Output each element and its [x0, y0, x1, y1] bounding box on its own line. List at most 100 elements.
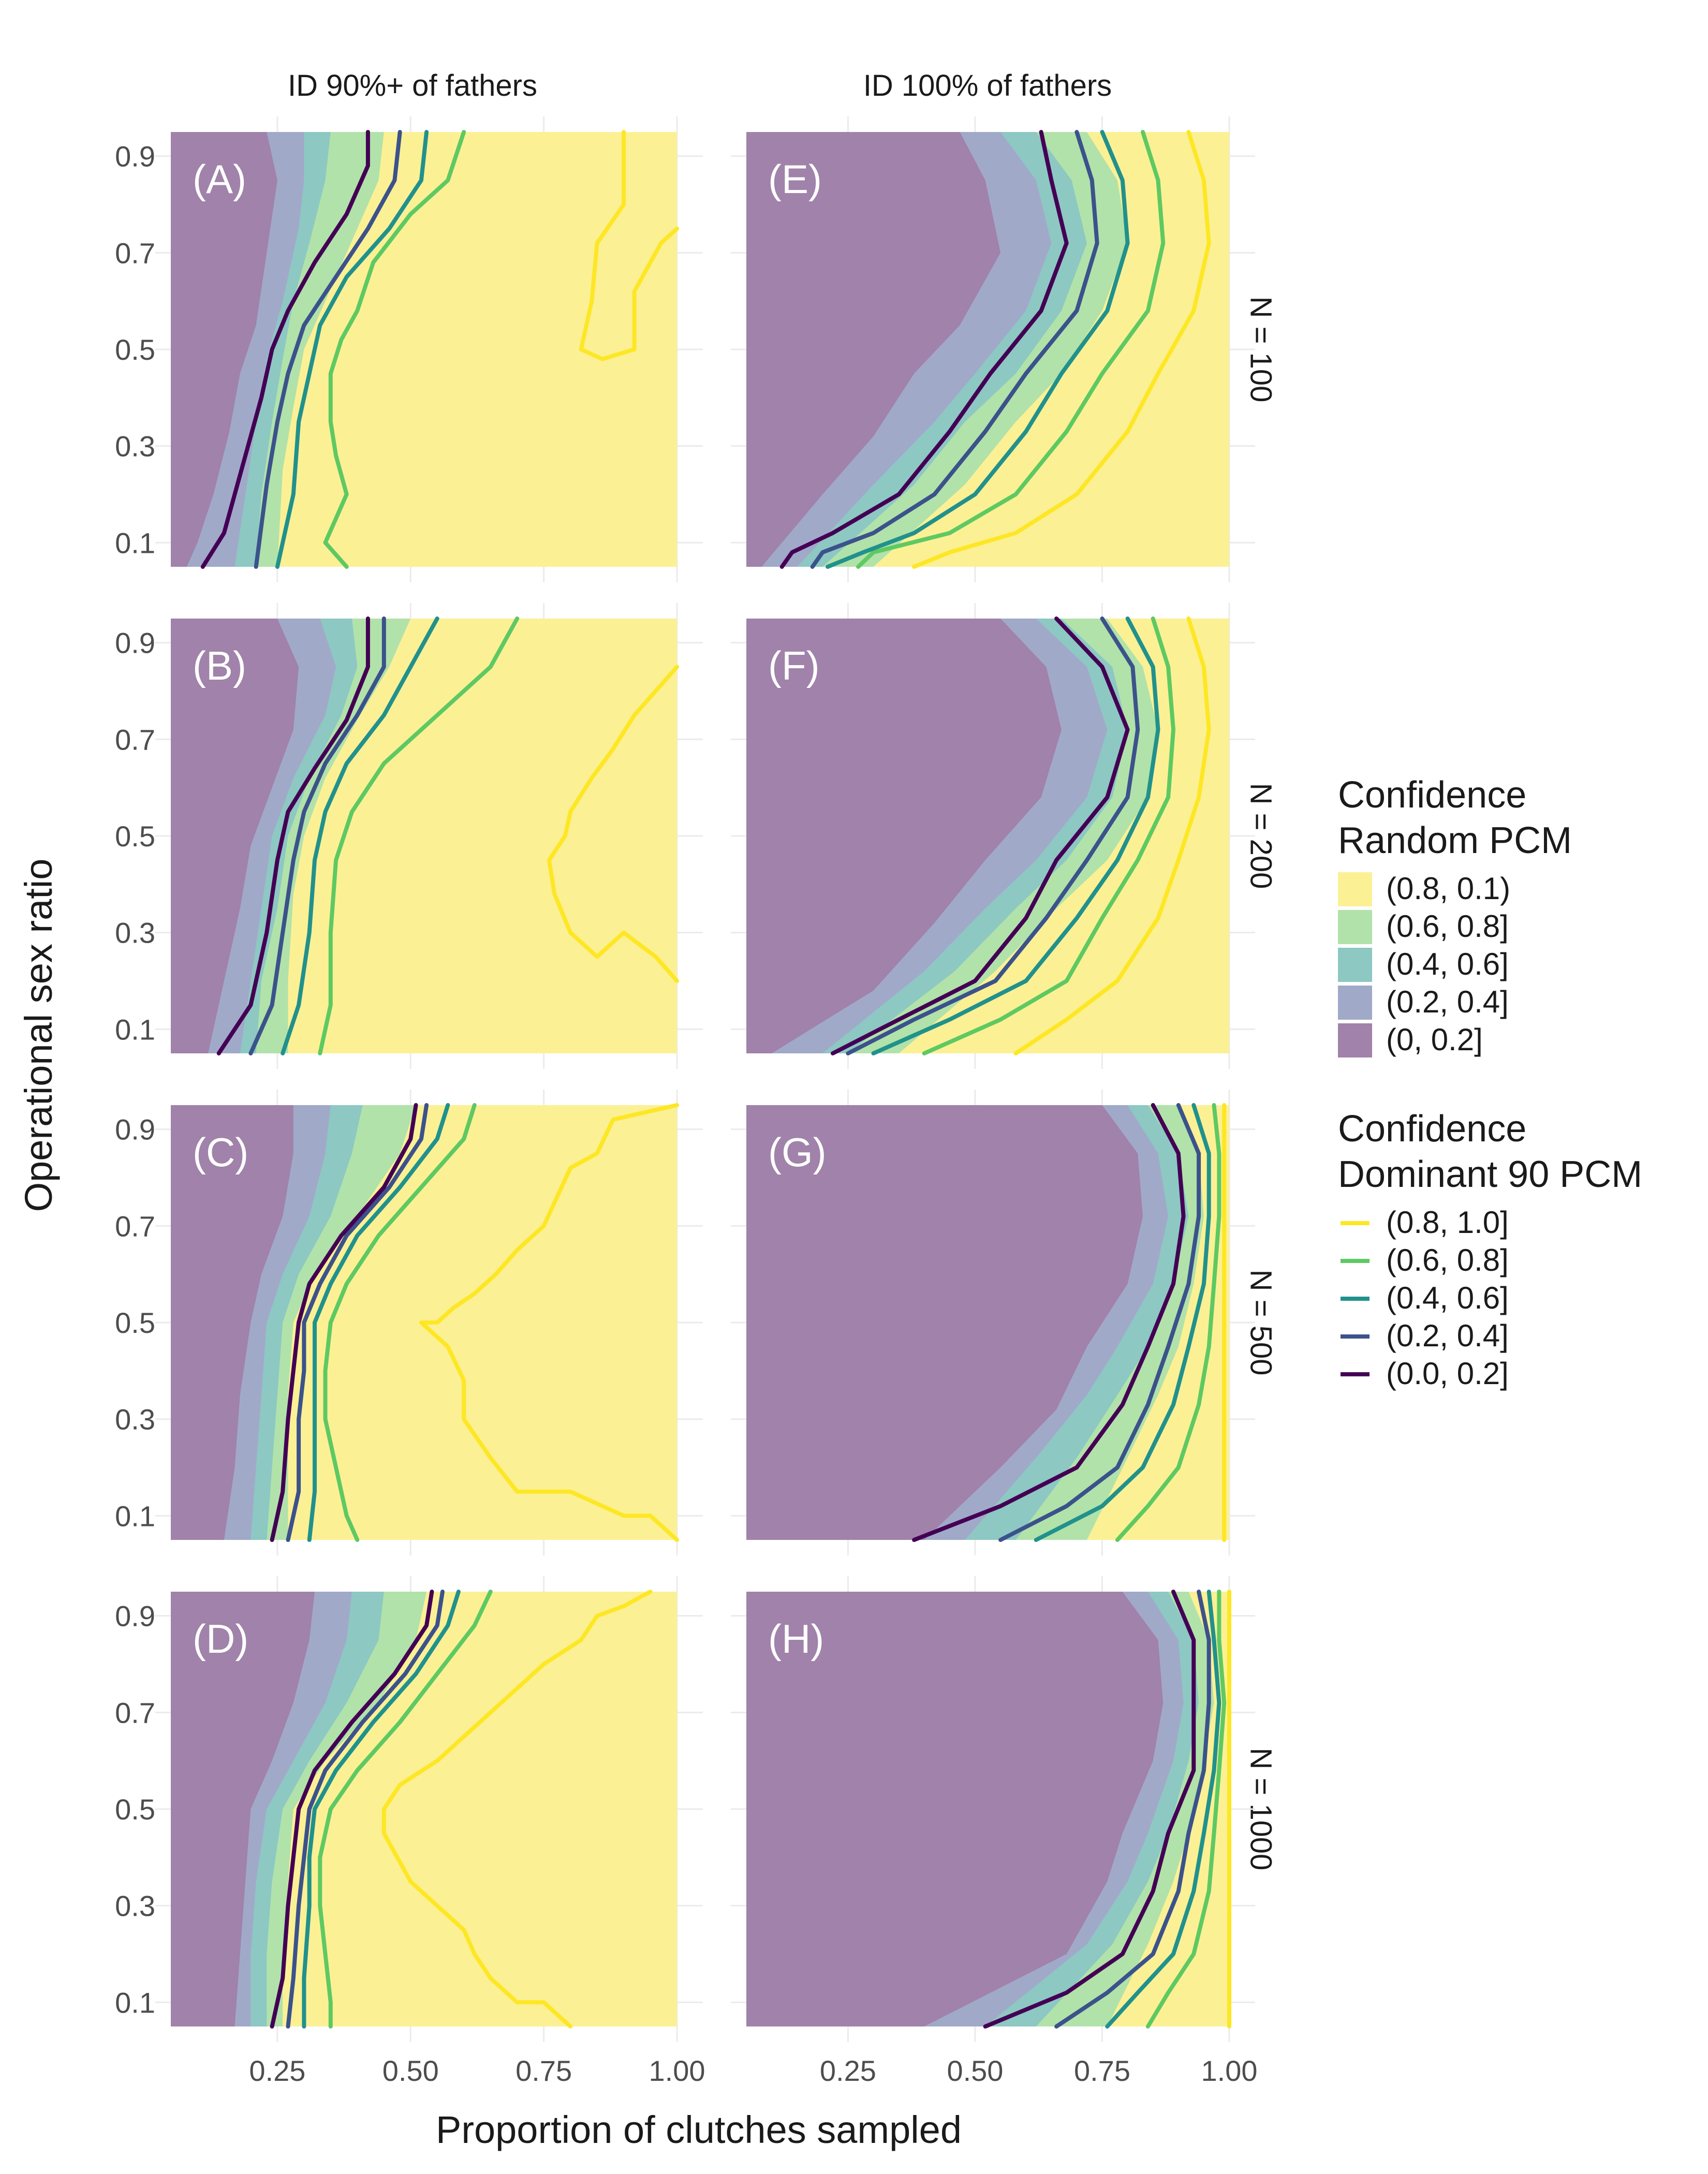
contour-line [579, 130, 679, 361]
column-strip-title: ID 90%+ of fathers [288, 69, 537, 102]
contour-line [248, 616, 386, 1055]
y-tick-label: 0.3 [115, 1403, 155, 1436]
contour-line [254, 130, 402, 569]
y-tick-label: 0.7 [115, 1696, 155, 1729]
panel-label: (H) [768, 1616, 824, 1662]
panel-label: (G) [768, 1129, 827, 1175]
contour-line [547, 665, 679, 983]
fill-band [171, 619, 299, 1053]
y-tick-label: 0.9 [115, 627, 155, 659]
legend-label: (0.0, 0.2] [1386, 1356, 1509, 1391]
legend-swatch [1338, 910, 1372, 944]
legend-label: (0.2, 0.4] [1386, 1318, 1509, 1353]
legend-label: (0.8, 1.0] [1386, 1205, 1509, 1240]
legend-label: (0.8, 0.1) [1386, 871, 1510, 906]
panel-e: (E) [731, 116, 1255, 582]
legend-title: Confidence [1338, 774, 1526, 816]
x-tick-label: 0.25 [820, 2054, 876, 2087]
contour-line [998, 1103, 1201, 1542]
contour-line [286, 1103, 429, 1542]
contour-line [1034, 1103, 1211, 1542]
legend-label: (0, 0.2] [1386, 1022, 1483, 1057]
y-tick-label: 0.9 [115, 140, 155, 173]
contour-line [275, 130, 429, 569]
panel-c: (C) 0.1 0.3 0.5 0.7 0.9 [115, 1090, 703, 1555]
contour-line [286, 1590, 445, 2029]
contour-line [1013, 616, 1211, 1055]
contour-line [302, 1590, 461, 2029]
legend-label: (0.2, 0.4] [1386, 985, 1509, 1019]
contour-line [871, 616, 1160, 1055]
y-tick-label: 0.5 [115, 333, 155, 366]
x-tick-label: 1.00 [649, 2054, 705, 2087]
panel-d: (D) 0.1 0.3 0.5 0.7 0.9 0.25 0.50 0.75 1.00 [115, 1576, 705, 2087]
y-tick-label: 0.7 [115, 237, 155, 269]
contour-line [912, 130, 1211, 569]
legend-title: Random PCM [1338, 820, 1572, 861]
panel-label: (F) [768, 643, 820, 688]
legend-swatch [1338, 986, 1372, 1020]
x-tick-label: 0.75 [516, 2054, 572, 2087]
contour-line [200, 130, 370, 569]
fill-band [746, 619, 1062, 1053]
y-tick-label: 0.9 [115, 1600, 155, 1633]
panel-h: (H) 0.25 0.50 0.75 1.00 [731, 1576, 1258, 2087]
contour-line [270, 1103, 418, 1542]
contour-line [318, 1590, 493, 2029]
contour-line [281, 616, 439, 1055]
contour-line [922, 616, 1175, 1055]
fill-band [171, 132, 277, 567]
x-tick-label: 0.50 [947, 2054, 1003, 2087]
y-tick-label: 0.3 [115, 917, 155, 949]
x-tick-label: 1.00 [1201, 2054, 1258, 2087]
contour-line [779, 130, 1069, 569]
fill-band [171, 1592, 315, 2026]
fill-band [746, 1105, 1143, 1540]
contour-line [216, 616, 370, 1055]
legend-label: (0.4, 0.6] [1386, 947, 1509, 981]
y-tick-label: 0.5 [115, 1306, 155, 1339]
fill-band [746, 1592, 1164, 2026]
contour-line [1145, 1590, 1227, 2029]
fill-band [746, 132, 1001, 567]
panel-label: (A) [193, 156, 246, 202]
panel-g: (G) [731, 1090, 1255, 1555]
legend-label: (0.4, 0.6] [1386, 1281, 1509, 1315]
y-tick-label: 0.1 [115, 1986, 155, 2019]
y-tick-label: 0.7 [115, 723, 155, 756]
y-tick-label: 0.3 [115, 430, 155, 463]
y-tick-label: 0.1 [115, 1013, 155, 1046]
contour-line [831, 616, 1130, 1055]
y-tick-label: 0.5 [115, 820, 155, 853]
x-tick-label: 0.50 [382, 2054, 439, 2087]
legend-dominant-90-pcm: Confidence Dominant 90 PCM (0.8, 1.0] (0.… [1338, 1108, 1642, 1391]
contour-line [856, 130, 1166, 569]
panel-a: (A) 0.1 0.3 0.5 0.7 0.9 [115, 116, 703, 582]
panel-label: (E) [768, 156, 822, 202]
y-tick-label: 0.5 [115, 1793, 155, 1826]
y-tick-label: 0.1 [115, 1500, 155, 1532]
fill-band [171, 1105, 293, 1540]
legend-title: Dominant 90 PCM [1338, 1154, 1642, 1195]
panel-label: (D) [193, 1616, 248, 1662]
contour-line [846, 616, 1140, 1055]
y-axis-title: Operational sex ratio [17, 859, 60, 1212]
contour-line [912, 1103, 1186, 1542]
contour-line [419, 1103, 679, 1542]
contour-line [810, 130, 1099, 569]
contour-line [1115, 1103, 1221, 1542]
panel-label: (B) [193, 643, 246, 688]
legend-swatch [1338, 1023, 1372, 1057]
panel-label: (C) [193, 1129, 248, 1175]
y-tick-label: 0.9 [115, 1113, 155, 1146]
legend-label: (0.6, 0.8] [1386, 909, 1509, 944]
legend-title: Confidence [1338, 1108, 1526, 1150]
contour-line [826, 130, 1130, 569]
contour-line [381, 1590, 653, 2029]
legend-swatch [1338, 948, 1372, 982]
panel-f: (F) [731, 603, 1255, 1069]
x-axis-title: Proportion of clutches sampled [436, 2108, 962, 2151]
panel-b: (B) 0.1 0.3 0.5 0.7 0.9 [115, 603, 703, 1069]
contour-line [307, 1103, 450, 1542]
